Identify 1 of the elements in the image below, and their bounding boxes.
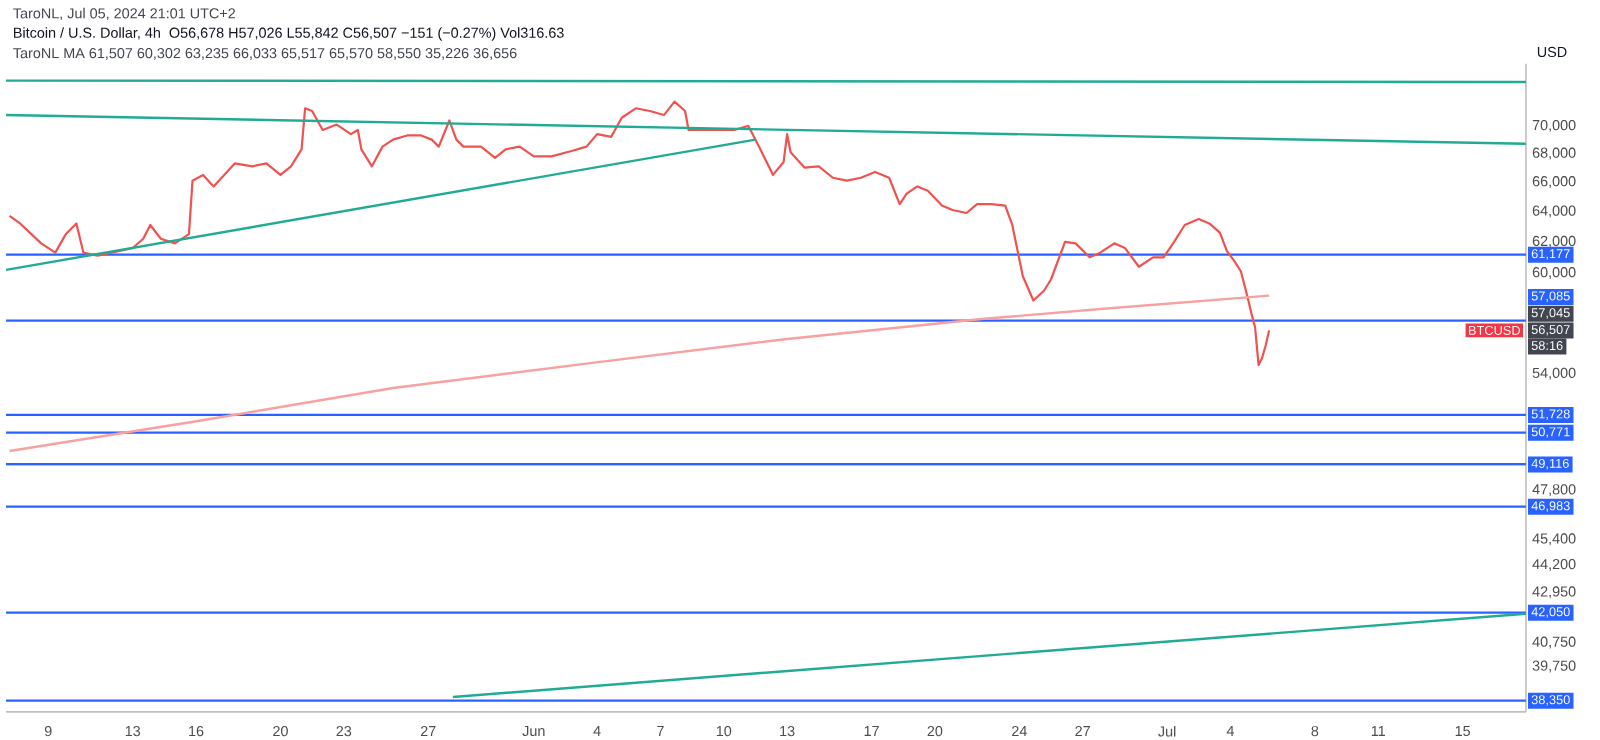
line-series [8,294,1271,453]
